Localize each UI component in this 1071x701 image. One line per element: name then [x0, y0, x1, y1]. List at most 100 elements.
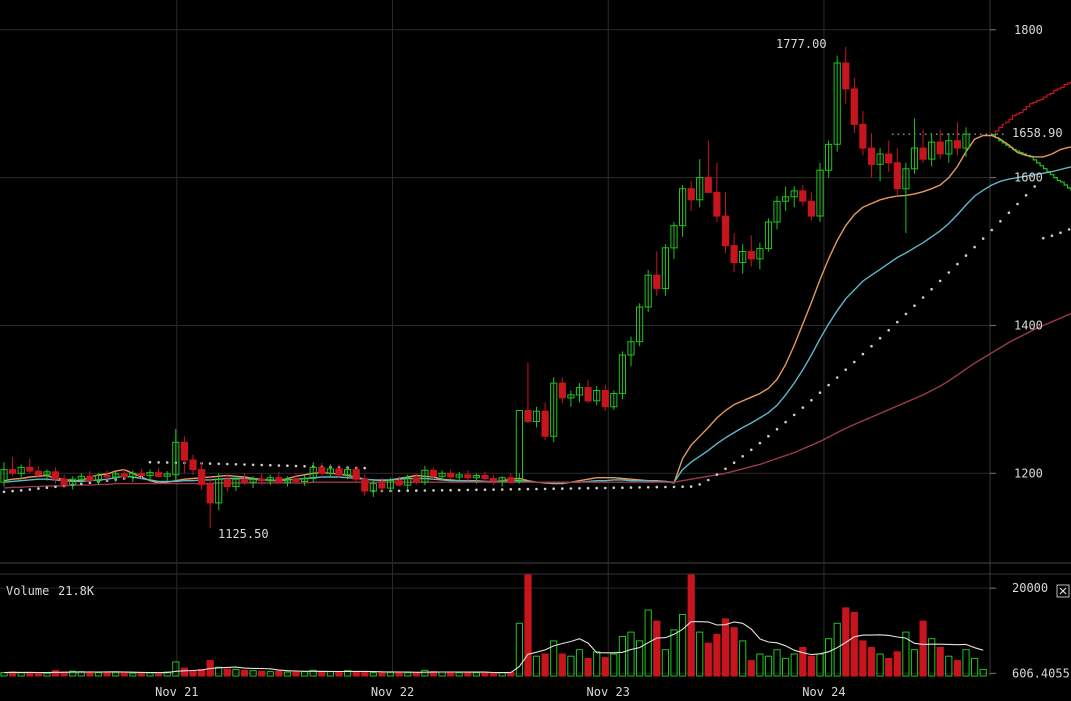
candle-body — [867, 147, 876, 165]
volume-bar — [816, 653, 824, 677]
candle-body — [352, 469, 360, 480]
volume-bar — [661, 649, 669, 677]
volume-bar — [223, 668, 231, 677]
volume-bar — [593, 651, 601, 677]
sar-dot — [11, 489, 14, 493]
sar-dot — [750, 448, 753, 452]
candle — [687, 181, 695, 211]
sar-dot — [251, 463, 255, 467]
volume-bar — [189, 670, 197, 677]
volume-label: Volume — [6, 584, 49, 598]
candle-body — [893, 162, 901, 190]
candle-body — [17, 466, 25, 474]
sar-dot — [397, 489, 401, 493]
candle — [902, 162, 910, 234]
sar-dot — [818, 391, 822, 395]
candle — [77, 473, 85, 484]
close-icon-stroke[interactable] — [1059, 587, 1067, 595]
volume-bar — [292, 671, 300, 677]
candle-body — [309, 466, 317, 479]
volume-bar — [266, 671, 274, 677]
candle-body — [842, 62, 850, 90]
sar-dot — [535, 487, 538, 491]
candle-body — [756, 248, 764, 260]
volume-bar — [344, 670, 352, 677]
candle-body — [902, 168, 910, 190]
sar-dot — [423, 489, 427, 492]
candle-body — [172, 441, 180, 476]
candle — [575, 383, 584, 403]
sar-dot — [612, 486, 616, 490]
sar-dot — [2, 490, 6, 494]
candle-body — [464, 474, 472, 479]
volume-bar — [17, 672, 25, 677]
candle — [120, 468, 128, 480]
volume-bar — [369, 672, 377, 677]
sar-dot — [1007, 211, 1011, 214]
candle-body — [275, 477, 283, 483]
candle-body — [636, 306, 644, 343]
candle-body — [953, 140, 961, 149]
candle — [850, 77, 858, 134]
candle-body — [198, 469, 206, 485]
x-tick-label: Nov 21 — [155, 685, 198, 699]
sar-dot — [492, 488, 495, 491]
volume-bar — [850, 611, 858, 677]
volume-bar — [335, 671, 343, 677]
candle — [670, 221, 678, 259]
volume-bar — [790, 653, 798, 677]
volume-bar — [34, 672, 42, 677]
volume-bar — [481, 672, 489, 677]
candle-body — [318, 466, 326, 474]
volume-bar — [163, 671, 171, 677]
sar-dot — [896, 320, 899, 324]
axis-labels: 1200 1400 1600 1800 Nov 21 Nov 22 Nov 23 Nov 24… — [155, 23, 1070, 699]
candle-body — [507, 477, 515, 482]
candle — [129, 470, 137, 483]
candle — [825, 140, 833, 178]
candle-body — [661, 247, 669, 290]
volume-bar — [687, 574, 695, 677]
candle-body — [9, 469, 17, 474]
candle-body — [532, 410, 541, 423]
volume-bar — [962, 649, 970, 677]
candle — [919, 129, 927, 163]
candle — [344, 465, 352, 480]
sar-dot — [234, 463, 238, 466]
volume-bar — [739, 640, 747, 677]
candle-body — [807, 200, 815, 217]
volume-bar — [447, 671, 455, 677]
price-tag: 1658.90 — [1004, 124, 1068, 141]
volume-bar — [283, 671, 292, 677]
volume-bar — [240, 669, 249, 677]
candle — [515, 410, 523, 484]
candle — [730, 233, 738, 273]
candle — [713, 162, 721, 222]
candle — [275, 471, 283, 484]
candle-body — [885, 153, 893, 164]
volume-bar — [51, 670, 60, 677]
volume-bar — [910, 649, 919, 677]
sar-dot — [981, 237, 985, 240]
volume-bar — [636, 640, 644, 677]
sar-dot — [956, 262, 959, 266]
candle — [953, 122, 961, 156]
volume-bar — [799, 647, 807, 677]
candle — [859, 111, 867, 156]
close-button-frame[interactable] — [1056, 584, 1070, 598]
candle-body — [687, 188, 695, 201]
sar-dot — [1033, 185, 1036, 188]
volume-bar — [653, 620, 661, 677]
sar-dot — [526, 487, 530, 491]
moving-average-1 — [3, 166, 1071, 484]
candle-body — [490, 478, 498, 482]
volume-bar — [541, 653, 549, 677]
close-volume-button[interactable] — [1056, 584, 1070, 598]
candle — [893, 148, 901, 197]
volume-bar — [713, 633, 721, 677]
candle — [756, 242, 764, 270]
candle — [180, 436, 189, 474]
candle-body — [77, 475, 85, 480]
sar-dot — [1059, 231, 1062, 234]
